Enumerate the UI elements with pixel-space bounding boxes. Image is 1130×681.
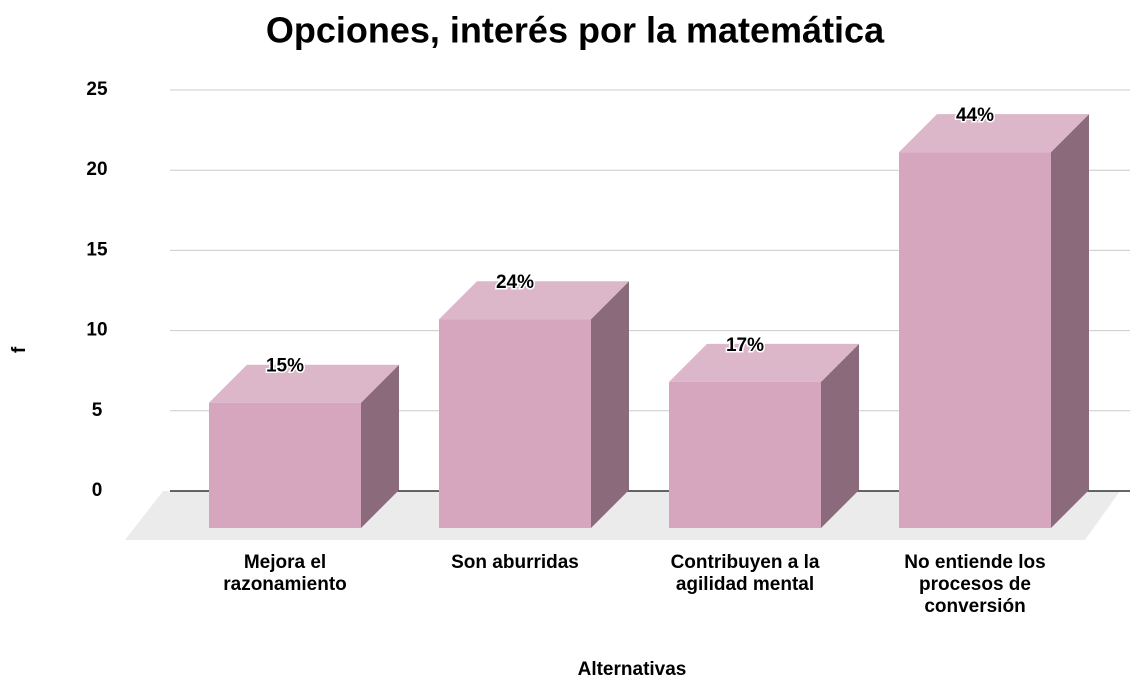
bar-side bbox=[821, 343, 859, 528]
y-tick-label: 5 bbox=[92, 400, 103, 421]
bar-side bbox=[591, 281, 629, 528]
x-axis-title: Alternativas bbox=[578, 659, 687, 680]
bar-top bbox=[209, 364, 399, 403]
y-tick-label: 10 bbox=[86, 320, 107, 341]
bar-top bbox=[439, 281, 629, 320]
bar-top bbox=[669, 343, 859, 382]
bar bbox=[439, 319, 591, 528]
data-label: 15% bbox=[266, 356, 304, 377]
bar-side bbox=[361, 364, 399, 528]
bar bbox=[899, 152, 1051, 528]
y-axis-title: f bbox=[9, 346, 30, 353]
bar bbox=[209, 402, 361, 528]
y-tick-label: 15 bbox=[86, 239, 108, 260]
bar-side bbox=[1051, 114, 1089, 528]
data-label: 44% bbox=[956, 105, 994, 126]
bar bbox=[669, 381, 821, 528]
x-tick-label: No entiende los procesos de conversión bbox=[904, 552, 1046, 617]
y-tick-label: 25 bbox=[86, 79, 108, 100]
x-tick-label: Contribuyen a la agilidad mental bbox=[670, 552, 820, 595]
bar-top bbox=[899, 114, 1089, 153]
data-label: 24% bbox=[496, 272, 534, 293]
y-tick-label: 20 bbox=[86, 159, 107, 180]
chart-title: Opciones, interés por la matemática bbox=[266, 10, 885, 51]
x-tick-label: Son aburridas bbox=[451, 552, 579, 573]
x-tick-label: Mejora el razonamiento bbox=[223, 552, 347, 595]
y-tick-label: 0 bbox=[92, 480, 103, 501]
data-label: 17% bbox=[726, 335, 764, 356]
